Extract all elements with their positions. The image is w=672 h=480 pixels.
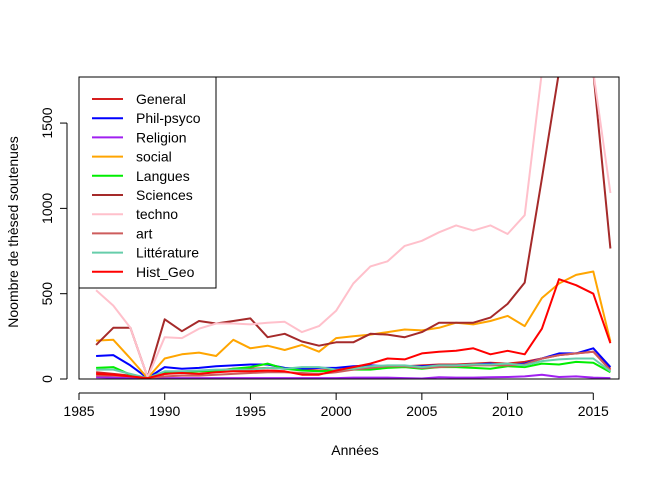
legend-label: Phil-psyco [136,110,201,126]
y-tick-label: 0 [39,375,55,383]
series-line-6 [95,77,612,379]
x-tick-label: 2000 [321,403,352,419]
legend-label: art [136,225,152,241]
series-line-5 [95,77,612,379]
legend-label: Hist_Geo [136,264,195,280]
legend: General Phil-psyco Religion social Langues Sc… [78,76,217,289]
y-axis-label: Noombre de thèsed soutenues [5,136,21,327]
series-layer [95,77,612,379]
series-line-9 [96,278,612,379]
legend-label: techno [136,206,178,222]
legend-label: General [136,91,186,107]
x-tick-label: 1995 [235,403,266,419]
y-tick-label: 1000 [39,193,55,224]
x-axis: 1985 1990 1995 2000 2005 2010 2015 [63,392,609,419]
legend-label: Religion [136,129,187,145]
series-line-2 [96,373,611,379]
y-tick-label: 500 [39,282,55,306]
x-tick-label: 2015 [578,403,609,419]
y-tick-label: 1500 [39,107,55,138]
legend-label: Littérature [136,245,199,261]
legend-label: Langues [136,168,190,184]
x-tick-label: 2005 [406,403,437,419]
x-tick-label: 2010 [492,403,523,419]
x-axis-label: Années [331,442,378,458]
x-tick-label: 1985 [63,403,94,419]
legend-label: social [136,149,172,165]
series-line-8 [96,357,611,379]
legend-label: Sciences [136,187,193,203]
y-axis: 0 500 1000 1500 [39,107,68,383]
x-tick-label: 1990 [149,403,180,419]
series-line-3 [96,270,612,379]
